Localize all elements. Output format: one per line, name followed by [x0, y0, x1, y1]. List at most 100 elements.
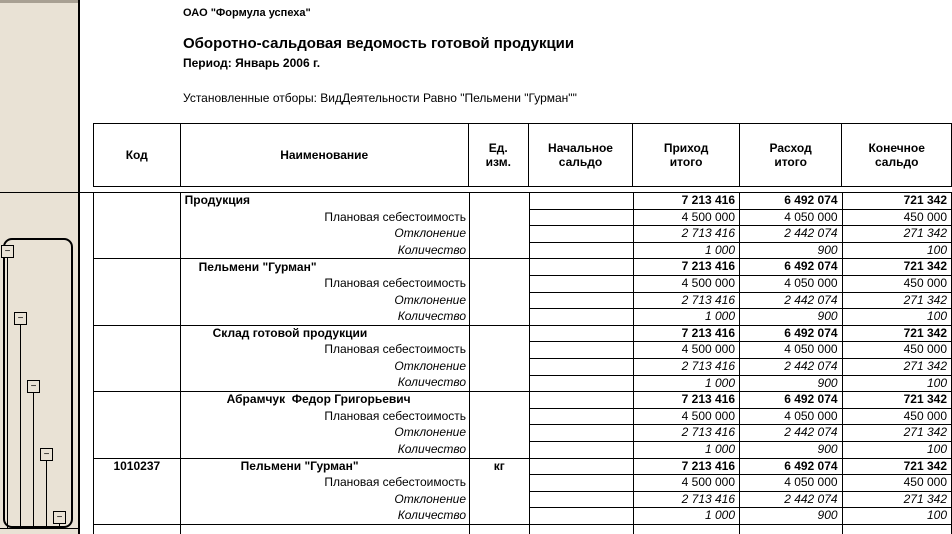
cell-opening [528, 225, 634, 243]
cell-opening [528, 424, 634, 442]
cell-closing: 271 342 [841, 291, 952, 309]
collapse-group-button[interactable]: − [27, 380, 40, 393]
cell-closing: 450 000 [841, 407, 952, 425]
cell-indicator-label: Количество [179, 441, 470, 458]
indicator-row: Отклонение 2 713 416 2 442 074 271 342 [93, 291, 952, 309]
cell-code [93, 341, 181, 359]
cell-code [93, 292, 181, 309]
cell-unit [469, 408, 530, 425]
cell-group-name: Абрамчук Федор Григорьевич [179, 391, 470, 409]
col-header-inflow: Приход итого [632, 123, 740, 187]
indicator-row: Количество 1 000 900 100 [93, 507, 952, 525]
col-header-name: Наименование [179, 123, 469, 187]
cell-outflow: 900 [739, 241, 843, 259]
cell-unit [469, 375, 530, 392]
cell-code [93, 441, 181, 458]
minus-icon: − [30, 380, 37, 392]
group-tree-line [20, 325, 21, 528]
cell-inflow: 1 000 [632, 374, 740, 392]
collapse-group-button[interactable]: − [53, 511, 66, 524]
cell-closing: 100 [841, 374, 952, 392]
collapse-group-button[interactable]: − [1, 245, 14, 258]
col-header-closing: Конечное сальдо [841, 123, 952, 187]
cell-opening [528, 324, 634, 342]
cell-code [93, 507, 181, 525]
cell-code [93, 192, 181, 210]
group-header-row: Пельмени "Гурман" 7 213 416 6 492 074 721 3… [93, 258, 952, 276]
cell-opening [528, 490, 634, 508]
cell-opening [528, 208, 634, 226]
cell-indicator-label: Плановая себестоимость [179, 474, 470, 492]
cell-group-name: Пельмени "Гурман" [179, 457, 470, 475]
cell-opening [528, 274, 634, 293]
cell-outflow: 2 442 074 [739, 357, 843, 376]
cell-inflow: 7 213 416 [632, 391, 740, 409]
cell-unit [469, 275, 530, 293]
cell-partial [528, 523, 634, 534]
cell-outflow: 4 050 000 [739, 474, 843, 492]
cell-closing: 271 342 [841, 490, 952, 508]
report-title: Оборотно-сальдовая ведомость готовой про… [183, 35, 575, 52]
indicator-row: Плановая себестоимость 4 500 000 4 050 000… [93, 341, 952, 359]
cell-opening [528, 357, 634, 376]
cell-opening [528, 258, 634, 276]
cell-unit [469, 292, 530, 309]
cell-code: 1010237 [93, 457, 181, 475]
indicator-row: Количество 1 000 900 100 [93, 308, 952, 326]
cell-unit [469, 308, 530, 326]
cell-indicator-label: Отклонение [179, 424, 470, 442]
report-table: Продукция 7 213 416 6 492 074 721 342 Планов… [93, 192, 952, 534]
indicator-row: Отклонение 2 713 416 2 442 074 271 342 [93, 357, 952, 376]
cell-inflow: 1 000 [632, 507, 740, 525]
cell-outflow: 900 [739, 308, 843, 326]
cell-opening [528, 391, 634, 409]
collapse-group-button[interactable]: − [14, 312, 27, 325]
col-header-unit: Ед. изм. [467, 123, 529, 187]
cell-closing: 450 000 [841, 474, 952, 492]
cell-opening [528, 407, 634, 425]
col-header-code: Код [93, 123, 181, 187]
cell-outflow: 6 492 074 [739, 457, 843, 475]
margin-top-strip [0, 0, 78, 3]
indicator-row: Отклонение 2 713 416 2 442 074 271 342 [93, 424, 952, 442]
cell-opening [528, 374, 634, 392]
group-tree-line [33, 393, 34, 528]
indicator-row: Плановая себестоимость 4 500 000 4 050 000… [93, 274, 952, 293]
cell-group-name: Продукция [179, 192, 470, 210]
cell-code [93, 275, 181, 293]
group-tree-line [59, 524, 60, 528]
cell-closing: 100 [841, 507, 952, 525]
cell-inflow: 2 713 416 [632, 291, 740, 309]
cell-code [93, 324, 181, 342]
cell-opening [528, 241, 634, 259]
cell-inflow: 7 213 416 [632, 324, 740, 342]
cell-partial [93, 523, 181, 534]
cell-outflow: 900 [739, 440, 843, 458]
cell-inflow: 7 213 416 [632, 192, 740, 210]
cell-inflow: 2 713 416 [632, 357, 740, 376]
group-header-row: Склад готовой продукции 7 213 416 6 492 07… [93, 324, 952, 342]
cell-unit [469, 507, 530, 525]
margin-row-line [0, 528, 80, 529]
cell-unit [469, 324, 530, 342]
cell-indicator-label: Плановая себестоимость [179, 341, 470, 359]
collapse-group-button[interactable]: − [40, 448, 53, 461]
header-row: Код Наименование Ед. изм. Начальное саль… [93, 123, 952, 187]
cell-closing: 721 342 [841, 324, 952, 342]
cell-opening [528, 192, 634, 210]
cell-unit [469, 491, 530, 508]
cell-closing: 100 [841, 440, 952, 458]
cell-outflow: 6 492 074 [739, 258, 843, 276]
group-tree-line [46, 461, 47, 528]
margin-divider [78, 0, 80, 534]
cell-inflow: 2 713 416 [632, 424, 740, 442]
cell-opening [528, 308, 634, 326]
partial-row [93, 523, 952, 534]
cell-indicator-label: Отклонение [179, 225, 470, 243]
col-header-outflow: Расход итого [738, 123, 843, 187]
cell-code [93, 209, 181, 226]
cell-outflow: 4 050 000 [739, 208, 843, 226]
report-period: Период: Январь 2006 г. [183, 56, 321, 70]
cell-code [93, 258, 181, 276]
